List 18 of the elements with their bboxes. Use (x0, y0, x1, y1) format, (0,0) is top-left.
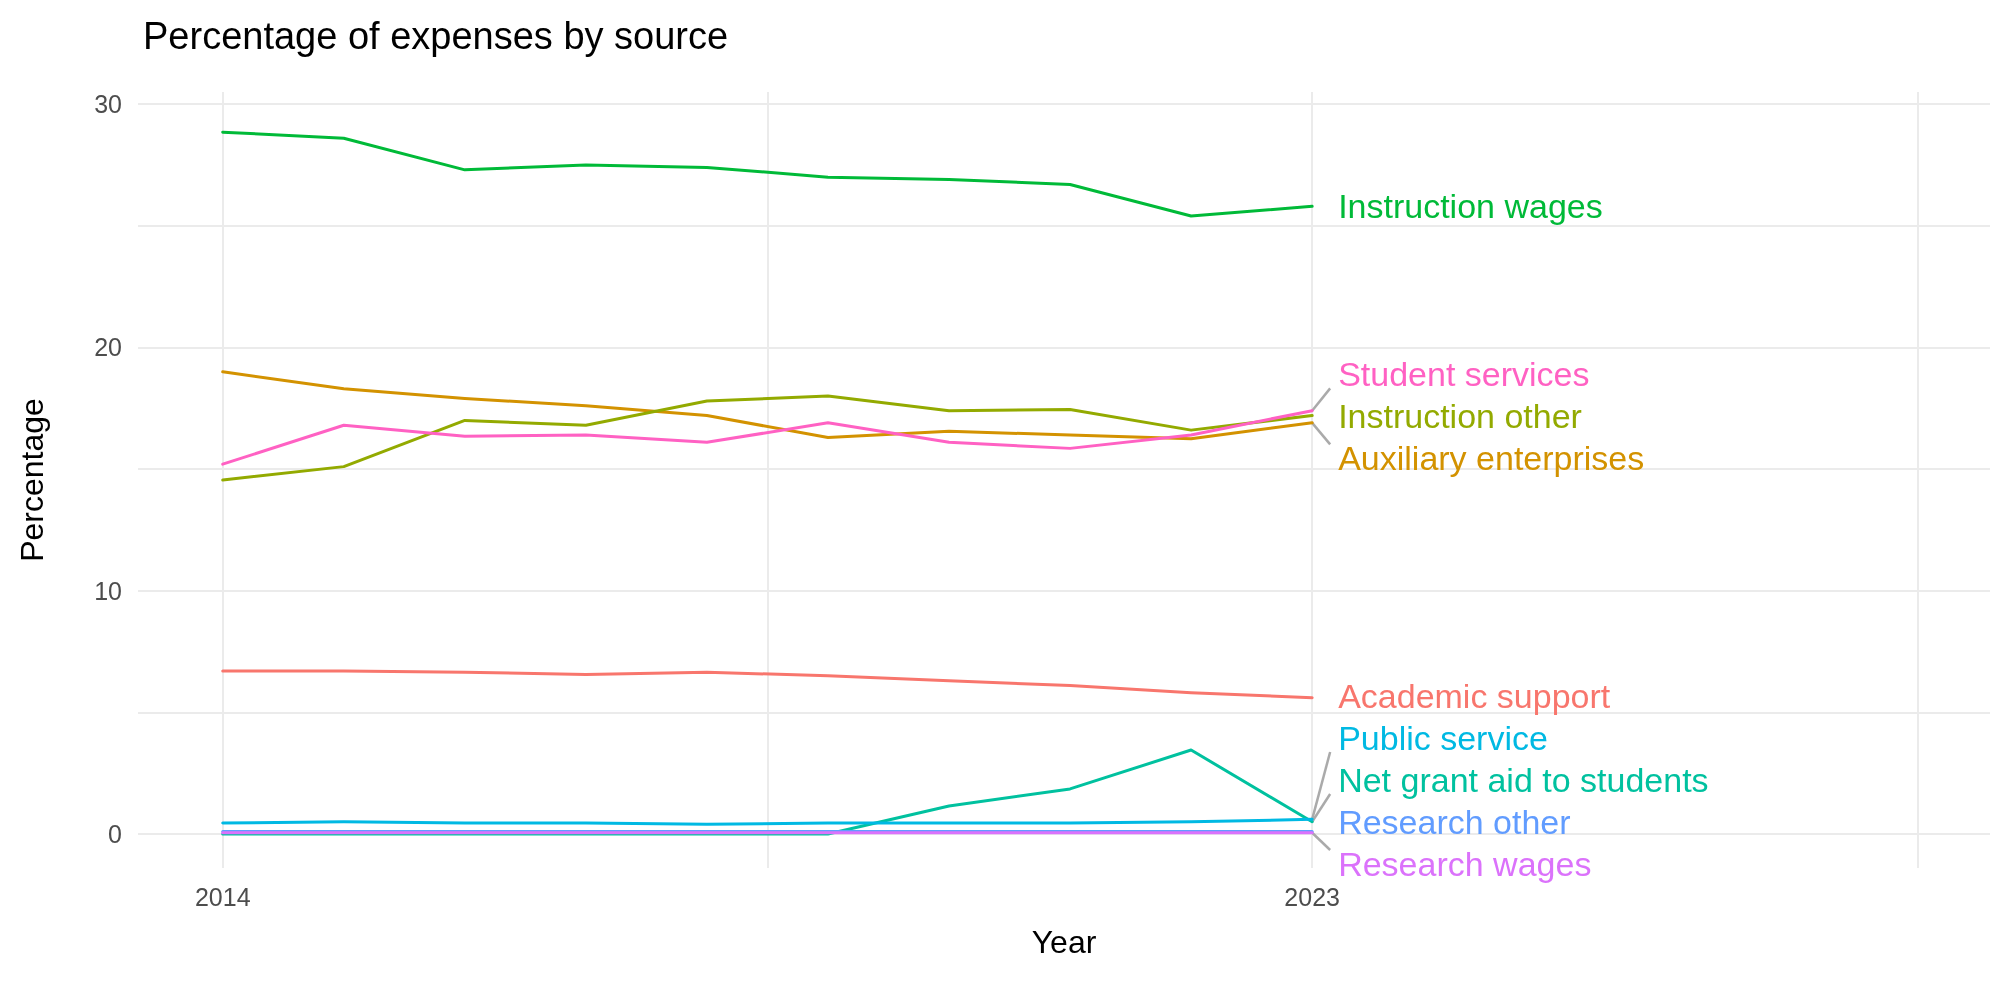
chart-title: Percentage of expenses by source (143, 15, 729, 57)
x-tick-label: 2023 (1284, 882, 1340, 911)
y-tick-label: 30 (94, 90, 122, 119)
x-axis-title: Year (1031, 924, 1097, 960)
series-label: Academic support (1338, 677, 1611, 715)
series-label: Instruction wages (1338, 187, 1603, 226)
y-axis-title: Percentage (14, 398, 50, 562)
series-label: Research wages (1338, 845, 1592, 883)
series-label: Auxiliary enterprises (1338, 439, 1645, 478)
y-tick-label: 10 (94, 576, 122, 605)
series-label: Net grant aid to students (1338, 761, 1709, 799)
x-tick-label: 2014 (194, 882, 251, 911)
y-tick-label: 0 (108, 819, 122, 848)
series-label: Public service (1338, 719, 1548, 757)
series-label: Research other (1338, 803, 1571, 841)
series-label: Instruction other (1338, 397, 1582, 436)
series-label: Student services (1338, 355, 1590, 394)
y-tick-label: 20 (94, 333, 122, 362)
